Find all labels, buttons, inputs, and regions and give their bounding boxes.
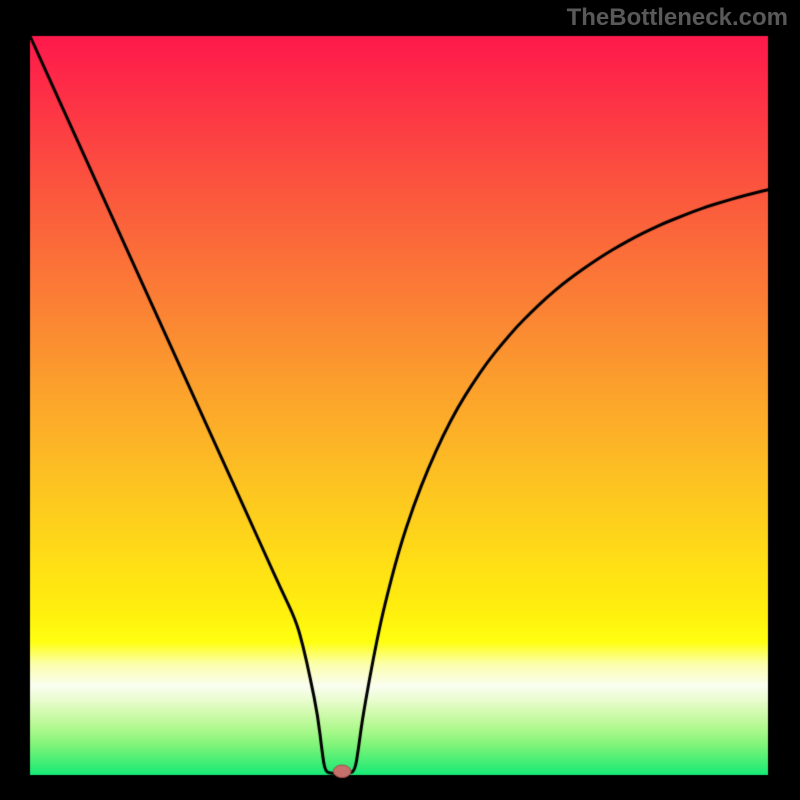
watermark-text: TheBottleneck.com <box>567 6 788 30</box>
chart-stage: TheBottleneck.com <box>0 0 800 800</box>
chart-canvas <box>0 0 800 800</box>
